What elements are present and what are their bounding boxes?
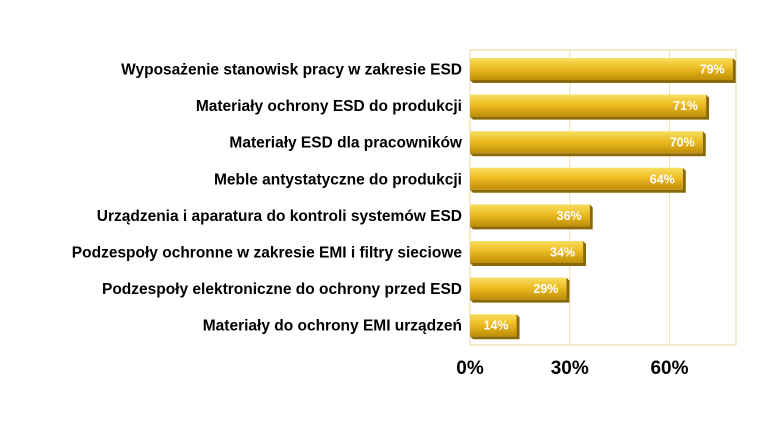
bar-depth (470, 131, 706, 157)
data-label: 29% (533, 282, 558, 296)
category-label: Materiały ESD dla pracowników (229, 135, 463, 152)
bar-face (470, 204, 590, 227)
bar-face (470, 167, 683, 190)
x-tick-label: 60% (650, 358, 688, 379)
data-label: 79% (700, 63, 725, 77)
bar-depth (470, 167, 686, 193)
bar: 36% (470, 204, 593, 230)
bar: 70% (470, 131, 706, 157)
category-label: Wyposażenie stanowisk pracy w zakresie E… (121, 62, 462, 79)
category-label: Materiały ochrony ESD do produkcji (196, 98, 462, 115)
category-label: Urządzenia i aparatura do kontroli syste… (97, 208, 462, 225)
category-label: Podzespoły elektroniczne do ochrony prze… (102, 281, 462, 298)
bar: 64% (470, 167, 686, 193)
data-label: 14% (484, 319, 509, 333)
x-axis-tick-labels: 0% 30% 60% (456, 358, 688, 379)
bar: 29% (470, 277, 570, 303)
bars: 79% 71% 70% 64% 36% 34% 29% 14% (470, 58, 736, 340)
data-label: 34% (550, 246, 575, 260)
bar: 79% (470, 58, 736, 83)
bar-face (470, 277, 567, 300)
plot-area (469, 49, 737, 346)
data-label: 36% (557, 209, 582, 223)
bar-depth (470, 94, 710, 120)
bar: 71% (470, 94, 710, 120)
bar-depth (470, 58, 736, 83)
bar-face (470, 241, 584, 263)
data-label: 71% (673, 99, 698, 113)
data-label: 70% (670, 136, 695, 150)
category-label: Podzespoły ochronne w zakresie EMI i fil… (72, 245, 463, 262)
bar-face (470, 131, 703, 154)
bar-depth (470, 204, 593, 230)
bar-face (470, 314, 517, 337)
category-label: Materiały do ochrony EMI urządzeń (203, 318, 462, 335)
x-tick-label: 30% (551, 358, 589, 379)
category-labels: Wyposażenie stanowisk pracy w zakresie E… (72, 62, 463, 335)
x-tick-label: 0% (456, 358, 484, 379)
gridlines (569, 50, 670, 345)
category-label: Meble antystatyczne do produkcji (214, 171, 462, 188)
data-label: 64% (650, 172, 675, 186)
bar-depth (470, 314, 520, 340)
bar-depth (470, 277, 570, 303)
bar-depth (470, 241, 587, 266)
bar: 34% (470, 241, 587, 266)
bar-face (470, 58, 733, 80)
bar: 14% (470, 314, 520, 340)
bar-face (470, 94, 707, 117)
